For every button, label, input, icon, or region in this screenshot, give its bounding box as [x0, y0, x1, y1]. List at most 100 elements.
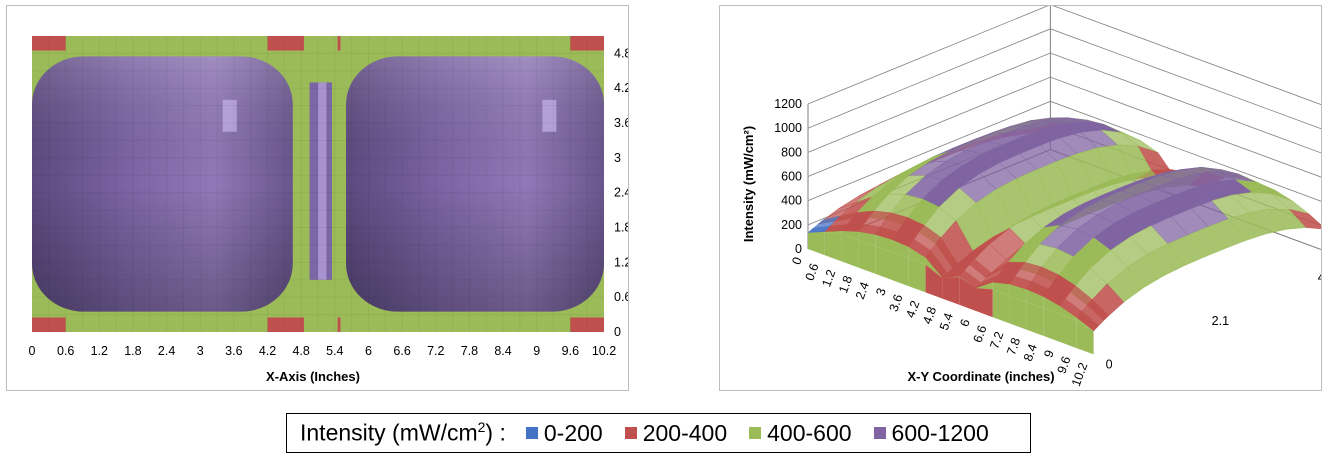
legend-swatch-200-400 [624, 427, 637, 439]
surface-front-base [1009, 295, 1027, 330]
x-tick-label: 5.4 [937, 311, 956, 332]
x-tick-label: 6 [365, 344, 372, 358]
x-tick-label: 6.6 [971, 323, 990, 344]
x-tick-label: 0 [29, 344, 36, 358]
x-tick-label: 4.2 [259, 344, 276, 358]
x-tick-label: 0.6 [803, 261, 822, 282]
y-tick-label: 3 [614, 151, 621, 165]
surface-front-base [925, 264, 943, 299]
x-tick-label: 10.2 [1069, 361, 1090, 389]
surface-body [807, 117, 1327, 355]
x-tick-label: 1.2 [819, 268, 838, 289]
red-patch [570, 317, 604, 332]
surface-front-base [992, 289, 1010, 324]
legend-item-0-200: 0-200 [525, 420, 603, 447]
heatmap-chart: 0 0.6 1.2 1.8 2.4 3 3.6 4.2 4.8 5.4 6 6.6 7.2 7.8 8.4 9… [29, 36, 669, 384]
x-tick-label: 7.8 [461, 344, 478, 358]
depth-tick-label: 2.1 [1212, 314, 1229, 328]
surface-front-green [841, 230, 859, 240]
x-tick-label: 4.8 [292, 344, 309, 358]
surface-front-base [841, 233, 859, 268]
x-axis-title: X-Y Coordinate (inches) [907, 369, 1054, 384]
legend: Intensity (mW/cm2) : 0-200 200-400 400-6… [286, 413, 1031, 453]
y-tick-label: 4.8 [614, 46, 628, 60]
legend-swatch-0-200 [525, 427, 538, 439]
surface-front-green [1076, 317, 1094, 332]
surface-front-base [942, 277, 960, 305]
surface-front-green [908, 247, 926, 265]
surface-front-green [892, 239, 909, 259]
z-tick-label: 1000 [774, 121, 802, 135]
highlight-patch [222, 99, 237, 132]
z-tick-labels: 0 200 400 600 800 1000 1200 [774, 97, 802, 256]
x-tick-label: 5.4 [326, 344, 343, 358]
surface-front-green [1009, 284, 1027, 302]
z-tick-label: 600 [781, 170, 802, 184]
surface-front-green [858, 231, 876, 247]
y-axis-title: Intensity (mW/cm²) [741, 126, 756, 242]
x-tick-label: 6 [957, 317, 973, 328]
right-purple-lobe-shade [346, 56, 604, 312]
y-tick-label: 0.6 [614, 290, 628, 304]
legend-item-400-600: 400-600 [749, 420, 852, 447]
x-tick-label: 3.6 [225, 344, 242, 358]
surface-front-base [976, 288, 993, 318]
x-tick-label: 4.2 [903, 299, 922, 320]
surface-front-base [1076, 320, 1094, 355]
surface-front-base [858, 239, 876, 274]
y-tick-label: 4.2 [614, 81, 628, 95]
surface-front-green [942, 276, 960, 278]
legend-title: Intensity (mW/cm2) : [300, 419, 506, 446]
z-tick-label: 800 [781, 145, 802, 159]
heatmap-plot-area [32, 36, 604, 332]
x-tick-label: 3 [873, 286, 889, 297]
red-patch [32, 36, 66, 51]
x-tick-label: 4.8 [920, 305, 939, 326]
y-tick-label: 0 [614, 325, 621, 339]
y-tick-label: 1.2 [614, 255, 628, 269]
x-tick-label: 0.6 [57, 344, 74, 358]
x-tick-label: 6.6 [393, 344, 410, 358]
highlight-patch [542, 99, 557, 132]
depth-tick-label: 4.2 [1318, 270, 1321, 284]
red-patch [570, 36, 604, 51]
x-tick-label: 1.8 [836, 274, 855, 295]
legend-swatch-600-1200 [873, 427, 886, 439]
surface-front-green [1043, 296, 1060, 315]
x-tick-label: 7.2 [427, 344, 444, 358]
y-tick-label: 1.8 [614, 221, 628, 235]
y-tick-label: 2.4 [614, 186, 628, 200]
center-ridge-highlight [318, 82, 327, 280]
x-tick-label: 2.4 [853, 280, 872, 301]
x-tick-label: 8.4 [494, 344, 511, 358]
y-tick-labels: 0 0.6 1.2 1.8 2.4 3 3.6 4.2 4.8 [614, 46, 631, 339]
surface-front-green [1026, 289, 1044, 309]
x-tick-label: 3 [197, 344, 204, 358]
x-tick-label: 7.2 [987, 330, 1006, 351]
heatmap-panel: 0 0.6 1.2 1.8 2.4 3 3.6 4.2 4.8 5.4 6 6.6 7.2 7.8 8.4 9… [6, 5, 669, 391]
legend-item-600-1200: 600-1200 [873, 420, 989, 447]
surface-front-base [908, 258, 926, 293]
depth-tick-label: 0 [1106, 357, 1113, 371]
z-tick-label: 200 [781, 218, 802, 232]
x-tick-label: 1.2 [91, 344, 108, 358]
x-tick-label: 9.6 [562, 344, 579, 358]
x-tick-label: 7.8 [1004, 336, 1023, 357]
x-tick-label: 8.4 [1021, 342, 1040, 363]
x-tick-label: 3.6 [887, 292, 906, 313]
surface-front-base [959, 277, 976, 311]
surface-front-base [892, 252, 909, 287]
surface-front-green [875, 234, 892, 253]
surface-front-green [824, 230, 842, 234]
surface-front-green [992, 282, 1010, 296]
surface-front-base [824, 231, 842, 262]
legend-swatch-400-600 [749, 427, 762, 439]
x-tick-label: 9.6 [1055, 354, 1074, 375]
red-patch [32, 317, 66, 332]
x-axis-title: X-Axis (Inches) [266, 369, 360, 384]
surface-front-green [925, 257, 943, 278]
surface-panel: 0 200 400 600 800 1000 1200 0 0.6 1.2 1.8 2.4 3 3.6 4… [719, 4, 1327, 391]
